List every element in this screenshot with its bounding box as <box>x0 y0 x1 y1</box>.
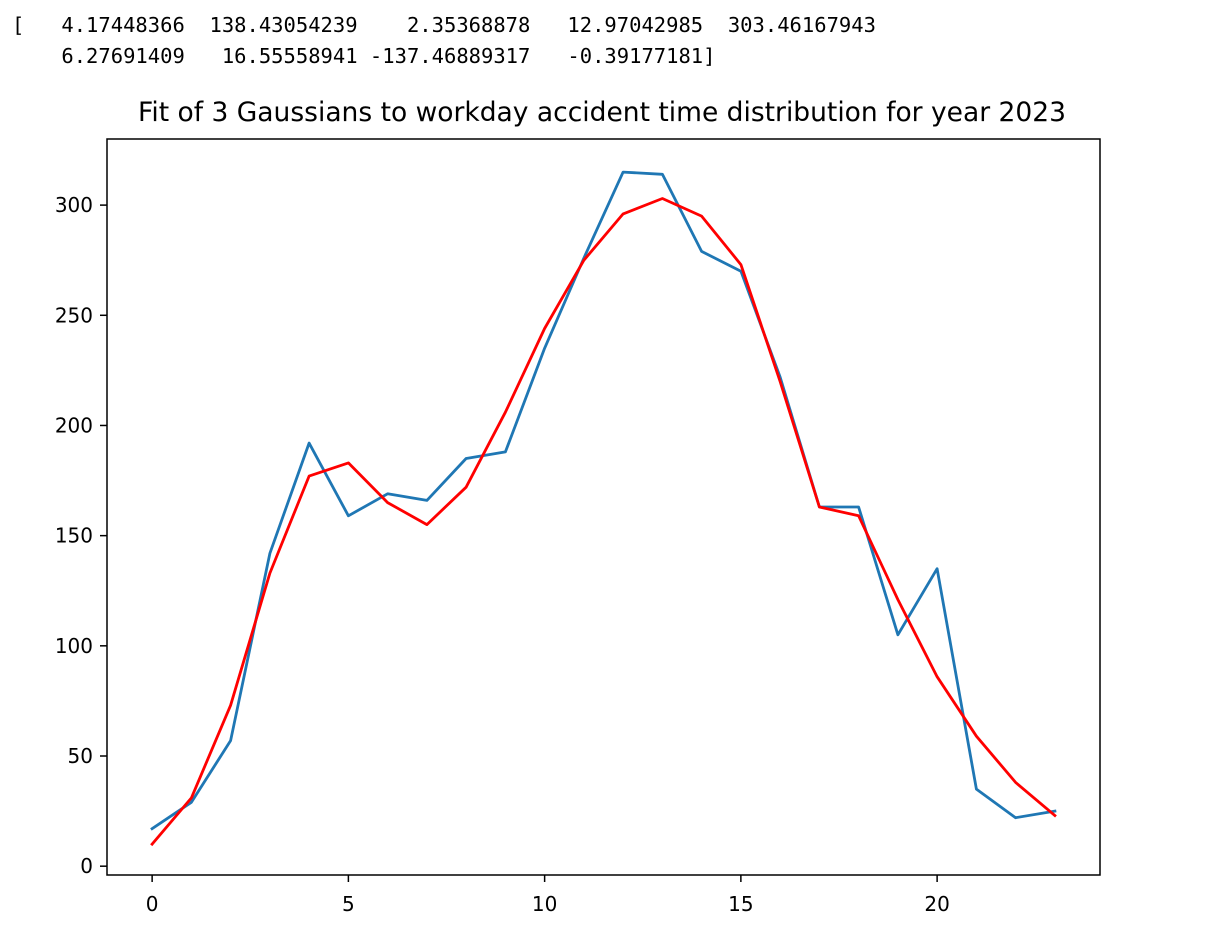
x-tick-label: 5 <box>342 892 355 916</box>
y-tick-label: 50 <box>68 744 93 768</box>
series-line-2 <box>150 197 1057 847</box>
output-line-2: 6.27691409 16.55558941 -137.46889317 -0.… <box>12 44 716 68</box>
y-tick-label: 0 <box>80 854 93 878</box>
x-tick-label: 10 <box>532 892 557 916</box>
y-tick-label: 100 <box>55 634 93 658</box>
plot-frame <box>106 138 1101 876</box>
output-line-1: [ 4.17448366 138.43054239 2.35368878 12.… <box>12 13 876 37</box>
x-tick-label: 20 <box>924 892 949 916</box>
x-tick-label: 0 <box>146 892 159 916</box>
x-axis: 0 5 10 15 20 <box>146 875 950 916</box>
plot-lines <box>150 170 1057 847</box>
y-tick-label: 150 <box>55 524 93 548</box>
chart-title: Fit of 3 Gaussians to workday accident t… <box>138 97 1066 128</box>
x-tick-label: 15 <box>728 892 753 916</box>
y-tick-label: 200 <box>55 413 93 437</box>
y-tick-label: 300 <box>55 193 93 217</box>
y-tick-label: 250 <box>55 303 93 327</box>
series-line-1 <box>150 170 1057 831</box>
y-axis: 0 50 100 150 200 250 300 <box>55 193 107 878</box>
cell-output-text: [ 4.17448366 138.43054239 2.35368878 12.… <box>12 10 876 72</box>
